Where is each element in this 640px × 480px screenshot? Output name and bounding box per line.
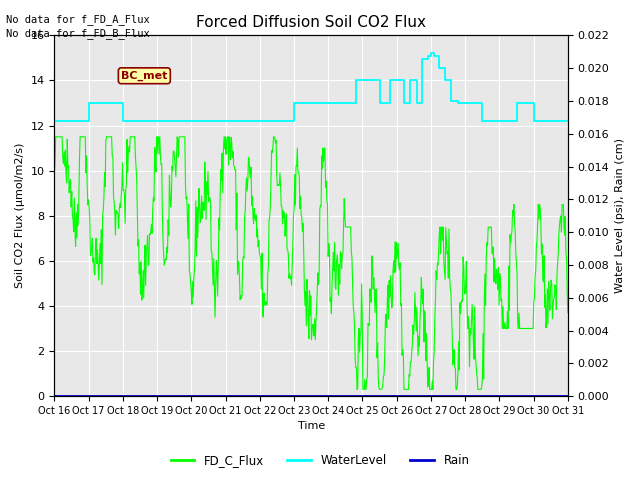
Legend: FD_C_Flux, WaterLevel, Rain: FD_C_Flux, WaterLevel, Rain (166, 449, 474, 472)
Y-axis label: Soil CO2 Flux (μmol/m2/s): Soil CO2 Flux (μmol/m2/s) (15, 143, 25, 288)
Title: Forced Diffusion Soil CO2 Flux: Forced Diffusion Soil CO2 Flux (196, 15, 426, 30)
Y-axis label: Water Level (psi), Rain (cm): Water Level (psi), Rain (cm) (615, 138, 625, 293)
Text: No data for f_FD_B_Flux: No data for f_FD_B_Flux (6, 28, 150, 39)
X-axis label: Time: Time (298, 421, 324, 432)
Text: No data for f_FD_A_Flux: No data for f_FD_A_Flux (6, 13, 150, 24)
Text: BC_met: BC_met (121, 71, 168, 81)
